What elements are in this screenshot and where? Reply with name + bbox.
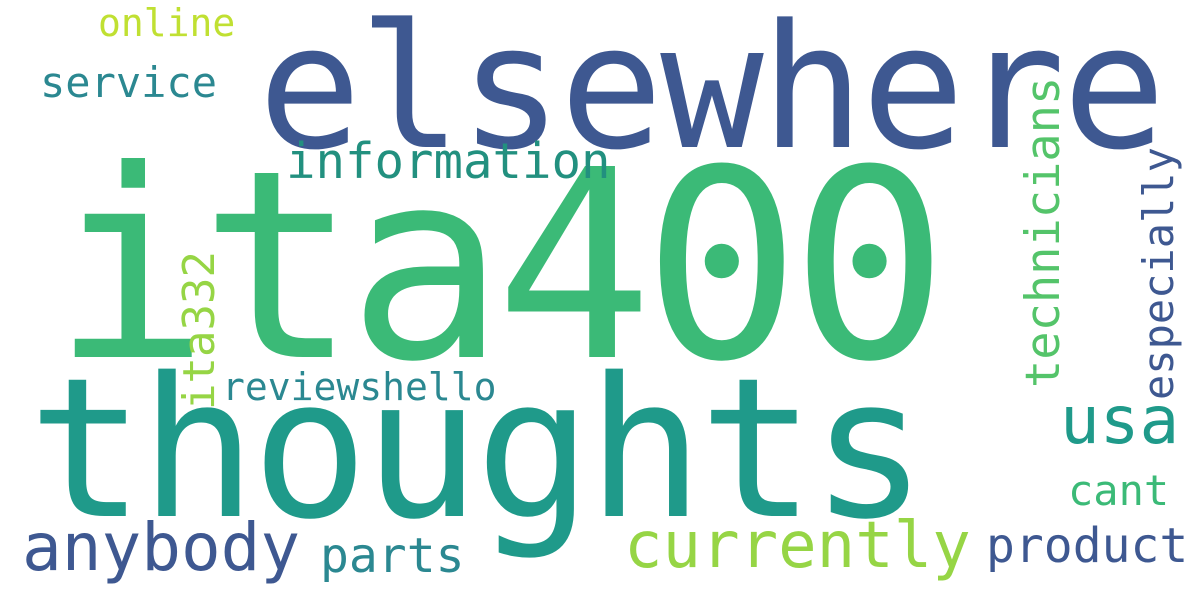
word-anybody: anybody (22, 509, 301, 586)
word-parts: parts (320, 528, 465, 584)
word-especially: especially (1134, 147, 1183, 400)
word-technicians: technicians (1016, 76, 1071, 388)
word-product: product (986, 518, 1189, 574)
word-usa: usa (1060, 382, 1180, 459)
word-currently: currently (624, 509, 971, 583)
word-cant: cant (1068, 466, 1170, 515)
word-ita400: ita400 (52, 114, 948, 419)
word-reviewshello: reviewshello (222, 365, 497, 409)
word-ita332: ita332 (174, 251, 225, 410)
word-service: service (40, 58, 218, 107)
word-elsewhere: elsewhere (258, 0, 1166, 188)
word-information: information (286, 133, 611, 190)
word-thoughts: thoughts (28, 336, 927, 562)
word-online: online (98, 1, 236, 45)
